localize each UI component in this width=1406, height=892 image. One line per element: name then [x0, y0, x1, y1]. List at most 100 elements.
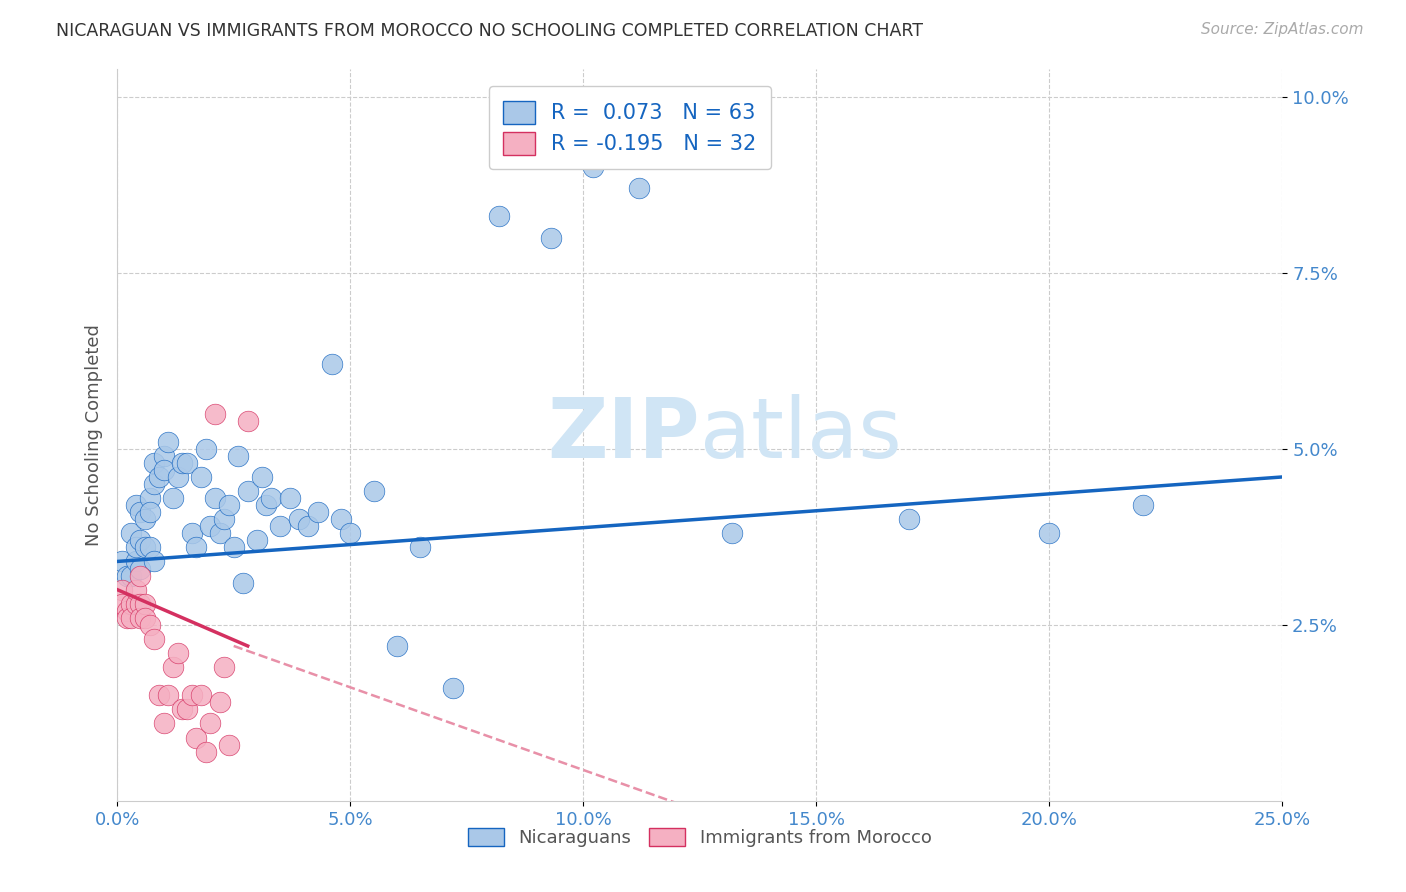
Point: [152, 463, 174, 477]
Point: [329, 512, 352, 526]
Point: [172, 702, 194, 716]
Point: [581, 160, 603, 174]
Point: [409, 541, 432, 555]
Point: [143, 554, 166, 568]
Point: [143, 456, 166, 470]
Point: [898, 512, 921, 526]
Point: [190, 688, 212, 702]
Point: [134, 512, 156, 526]
Text: ZIP: ZIP: [547, 394, 700, 475]
Point: [125, 498, 148, 512]
Point: [204, 491, 226, 505]
Point: [129, 597, 152, 611]
Point: [186, 541, 208, 555]
Point: [246, 533, 269, 548]
Point: [278, 491, 301, 505]
Point: [148, 688, 170, 702]
Point: [176, 702, 198, 716]
Point: [148, 470, 170, 484]
Point: [162, 491, 184, 505]
Point: [218, 738, 240, 752]
Y-axis label: No Schooling Completed: No Schooling Completed: [86, 324, 103, 546]
Point: [129, 568, 152, 582]
Legend: Nicaraguans, Immigrants from Morocco: Nicaraguans, Immigrants from Morocco: [461, 821, 939, 855]
Point: [363, 483, 385, 498]
Point: [162, 660, 184, 674]
Point: [260, 491, 283, 505]
Point: [134, 541, 156, 555]
Point: [134, 611, 156, 625]
Point: [129, 533, 152, 548]
Point: [120, 611, 142, 625]
Point: [143, 477, 166, 491]
Point: [222, 541, 245, 555]
Point: [157, 688, 180, 702]
Point: [628, 181, 651, 195]
Point: [204, 407, 226, 421]
Point: [125, 597, 148, 611]
Point: [111, 554, 134, 568]
Point: [236, 414, 259, 428]
Point: [288, 512, 311, 526]
Point: [115, 604, 138, 618]
Point: [214, 512, 236, 526]
Point: [120, 597, 142, 611]
Point: [194, 745, 217, 759]
Point: [186, 731, 208, 745]
Point: [143, 632, 166, 646]
Point: [120, 568, 142, 582]
Point: [139, 505, 162, 519]
Text: atlas: atlas: [700, 394, 901, 475]
Point: [228, 449, 250, 463]
Point: [129, 561, 152, 575]
Point: [297, 519, 319, 533]
Point: [139, 491, 162, 505]
Point: [166, 646, 188, 660]
Point: [125, 554, 148, 568]
Point: [190, 470, 212, 484]
Point: [152, 449, 174, 463]
Point: [180, 688, 202, 702]
Point: [321, 357, 343, 371]
Point: [129, 611, 152, 625]
Point: [540, 230, 562, 244]
Point: [232, 575, 254, 590]
Point: [218, 498, 240, 512]
Point: [166, 470, 188, 484]
Point: [115, 611, 138, 625]
Point: [157, 434, 180, 449]
Point: [176, 456, 198, 470]
Point: [236, 483, 259, 498]
Point: [180, 526, 202, 541]
Point: [441, 681, 464, 696]
Point: [125, 582, 148, 597]
Point: [115, 568, 138, 582]
Point: [134, 597, 156, 611]
Point: [111, 582, 134, 597]
Point: [1132, 498, 1154, 512]
Point: [200, 519, 222, 533]
Point: [307, 505, 329, 519]
Point: [250, 470, 273, 484]
Text: Source: ZipAtlas.com: Source: ZipAtlas.com: [1201, 22, 1364, 37]
Point: [214, 660, 236, 674]
Point: [1038, 526, 1060, 541]
Point: [254, 498, 277, 512]
Point: [120, 526, 142, 541]
Point: [125, 541, 148, 555]
Text: NICARAGUAN VS IMMIGRANTS FROM MOROCCO NO SCHOOLING COMPLETED CORRELATION CHART: NICARAGUAN VS IMMIGRANTS FROM MOROCCO NO…: [56, 22, 924, 40]
Point: [269, 519, 291, 533]
Point: [339, 526, 361, 541]
Point: [200, 716, 222, 731]
Point: [139, 541, 162, 555]
Point: [208, 695, 231, 709]
Point: [194, 442, 217, 456]
Point: [208, 526, 231, 541]
Point: [721, 526, 744, 541]
Point: [488, 210, 510, 224]
Point: [385, 639, 408, 653]
Point: [111, 597, 134, 611]
Point: [172, 456, 194, 470]
Point: [152, 716, 174, 731]
Point: [139, 617, 162, 632]
